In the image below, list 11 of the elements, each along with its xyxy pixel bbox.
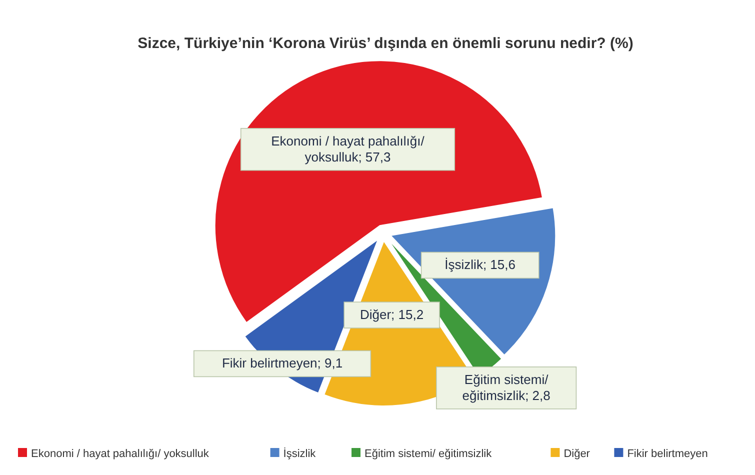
legend-label: Eğitim sistemi/ eğitimsizlik (364, 448, 492, 460)
legend-label: Diğer (564, 448, 590, 460)
data-label: İşsizlik; 15,6 (444, 257, 516, 272)
legend-label: Fikir belirtmeyen (627, 448, 708, 460)
legend-label: İşsizlik (283, 447, 316, 460)
data-label: Fikir belirtmeyen; 9,1 (222, 356, 343, 371)
legend-label: Ekonomi / hayat pahalılığı/ yoksulluk (31, 448, 210, 460)
data-label: Ekonomi / hayat pahalılığı/ yoksulluk; 57,3 (271, 133, 425, 164)
chart-title: Sizce, Türkiye’nin ‘Korona Virüs’ dışında en önemli sorunu nedir? (%) (138, 35, 634, 52)
data-label: Eğitim sistemi/ eğitimsizlik; 2,8 (462, 372, 550, 403)
data-label: Diğer; 15,2 (360, 307, 424, 322)
